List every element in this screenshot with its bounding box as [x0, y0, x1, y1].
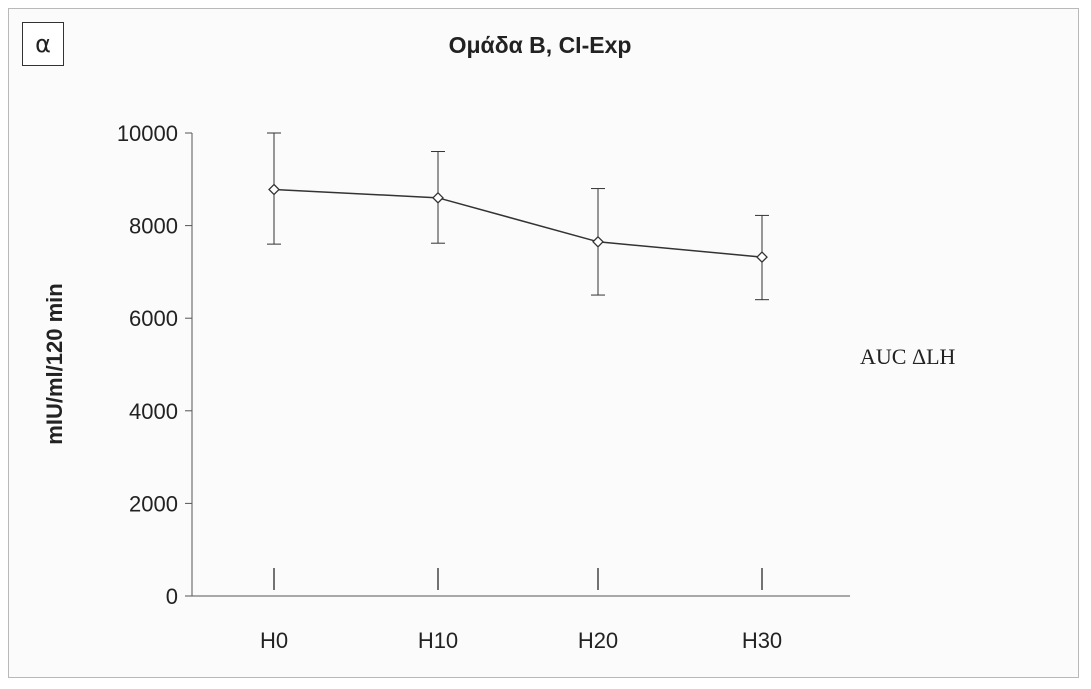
y-tick-label: 2000 — [129, 491, 178, 516]
auc-annotation: AUC ΔLH — [860, 344, 956, 369]
x-tick-label: H0 — [260, 628, 288, 653]
series-line — [273, 188, 763, 258]
x-tick-label: H20 — [578, 628, 618, 653]
panel-label: α — [22, 22, 64, 66]
data-point-diamond — [756, 251, 768, 264]
y-tick-label: 0 — [166, 584, 178, 609]
chart-frame — [8, 8, 1079, 678]
data-point-diamond — [268, 183, 280, 196]
chart-title: Ομάδα B, CI-Exp — [448, 32, 632, 58]
y-tick-label: 8000 — [129, 214, 178, 239]
y-tick-label: 10000 — [117, 121, 178, 146]
y-tick-label: 4000 — [129, 399, 178, 424]
y-tick-label: 6000 — [129, 306, 178, 331]
y-axis-title: mIU/ml/120 min — [42, 283, 67, 444]
x-tick-label: H30 — [742, 628, 782, 653]
data-point-diamond — [432, 191, 444, 204]
data-point-diamond — [592, 235, 604, 248]
x-tick-label: H10 — [418, 628, 458, 653]
